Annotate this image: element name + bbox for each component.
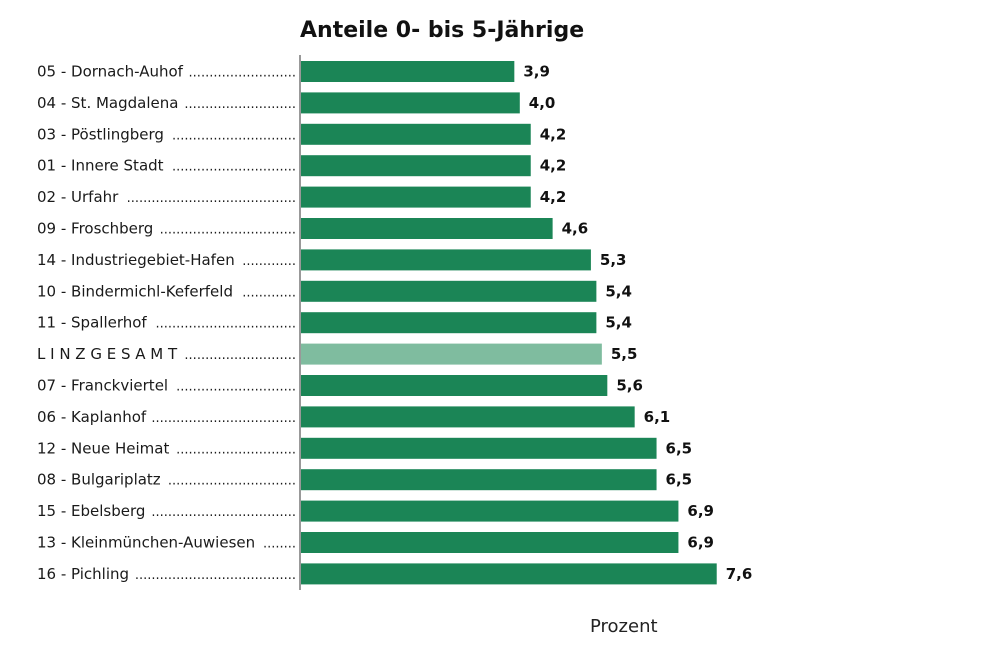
bar — [301, 437, 657, 459]
dot-leader: ............. — [242, 285, 296, 300]
dot-leader: ....................................... — [135, 568, 296, 583]
dot-leader: .......................... — [189, 66, 296, 81]
category-label: 12 - Neue Heimat — [37, 439, 169, 457]
bar — [301, 61, 515, 82]
value-label: 6,1 — [644, 408, 671, 426]
dot-leader: .............................. — [172, 160, 296, 175]
category-label: 08 - Bulgariplatz — [37, 471, 161, 489]
category-label: 01 - Innere Stadt — [37, 157, 164, 175]
dot-leader: ................................. — [160, 223, 296, 238]
dot-leader: ............. — [242, 254, 296, 269]
dot-leader: .................................. — [156, 317, 297, 332]
value-label: 4,6 — [562, 220, 589, 238]
category-label: 06 - Kaplanhof — [37, 408, 147, 426]
category-label: 04 - St. Magdalena — [37, 94, 178, 112]
bar — [301, 406, 635, 428]
bar — [301, 375, 608, 396]
category-label: 09 - Froschberg — [37, 220, 153, 238]
bar — [301, 186, 531, 208]
bar — [301, 155, 531, 177]
bar — [301, 312, 597, 334]
value-label: 3,9 — [523, 63, 550, 81]
category-label: 10 - Bindermichl-Keferfeld — [37, 282, 233, 300]
category-label: 13 - Kleinmünchen-Auwiesen — [37, 534, 255, 552]
dot-leader: ............................. — [176, 442, 296, 457]
value-label: 5,6 — [616, 377, 643, 395]
value-label: 6,5 — [666, 439, 693, 457]
category-label: 02 - Urfahr — [37, 188, 119, 206]
category-label: 05 - Dornach-Auhof — [37, 63, 184, 81]
category-label: 15 - Ebelsberg — [37, 502, 145, 520]
dot-leader: ........................................… — [127, 191, 296, 206]
category-label: 16 - Pichling — [37, 565, 129, 583]
value-label: 5,4 — [605, 314, 632, 332]
value-label: 5,4 — [605, 282, 632, 300]
dot-leader: ............................. — [176, 380, 296, 395]
dot-leader: ................................... — [151, 411, 296, 426]
bar — [301, 92, 520, 114]
value-label: 4,2 — [540, 188, 567, 206]
bars-layer — [301, 61, 717, 585]
bar — [301, 280, 597, 302]
category-label-total: L I N Z G E S A M T — [37, 345, 178, 363]
bar — [301, 532, 679, 553]
bar — [301, 500, 679, 522]
chart-title: Anteile 0- bis 5-Jährige — [300, 18, 585, 43]
bar — [301, 563, 717, 585]
category-label: 11 - Spallerhof — [37, 314, 147, 332]
value-label: 6,9 — [687, 502, 714, 520]
dot-leader: ............................... — [168, 474, 296, 489]
value-label: 4,2 — [540, 157, 567, 175]
bar — [301, 218, 553, 239]
dot-leader: ................................... — [151, 505, 296, 520]
dot-leader: ........ — [263, 537, 296, 552]
category-label: 14 - Industriegebiet-Hafen — [37, 251, 235, 269]
dot-leader: ........................... — [184, 348, 296, 363]
bar — [301, 249, 591, 271]
value-label: 4,0 — [529, 94, 556, 112]
value-label: 5,3 — [600, 251, 627, 269]
value-label: 4,2 — [540, 125, 567, 143]
labels-layer: 3,9 05 - Dornach-Auhof...................… — [37, 63, 752, 583]
bar — [301, 469, 657, 491]
value-label: 7,6 — [726, 565, 753, 583]
value-label: 6,5 — [666, 471, 693, 489]
x-axis-label: Prozent — [590, 616, 658, 637]
category-label: 07 - Franckviertel — [37, 377, 168, 395]
bar — [301, 123, 531, 145]
category-label: 03 - Pöstlingberg — [37, 125, 164, 143]
bar-total — [301, 343, 602, 365]
dot-leader: ........................... — [184, 97, 296, 112]
dot-leader: .............................. — [172, 128, 296, 143]
value-label: 6,9 — [687, 534, 714, 552]
value-label: 5,5 — [611, 345, 638, 363]
